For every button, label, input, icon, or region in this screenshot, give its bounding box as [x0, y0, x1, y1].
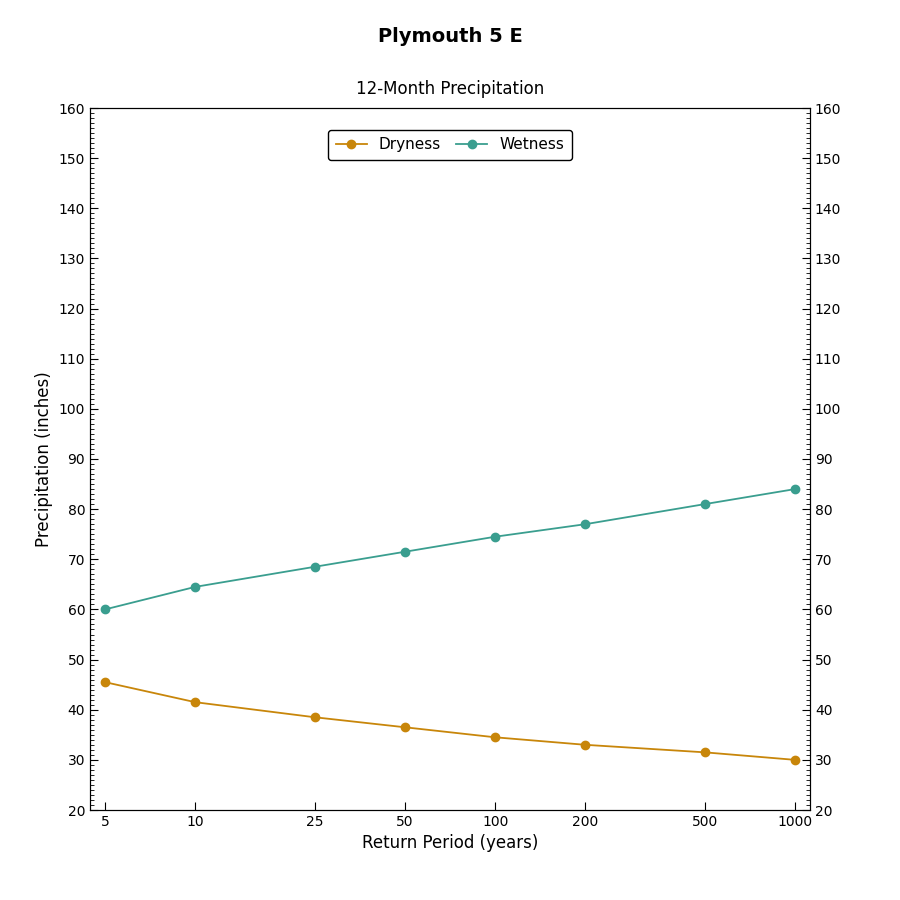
Dryness: [100, 677, 111, 688]
Dryness: [580, 740, 590, 751]
Text: Plymouth 5 E: Plymouth 5 E: [378, 27, 522, 46]
Wetness: [400, 546, 410, 557]
Dryness: [310, 712, 320, 723]
Wetness: [100, 604, 111, 615]
Dryness: [190, 697, 201, 707]
Dryness: [490, 732, 500, 742]
X-axis label: Return Period (years): Return Period (years): [362, 834, 538, 852]
Legend: Dryness, Wetness: Dryness, Wetness: [328, 130, 572, 160]
Wetness: [580, 518, 590, 529]
Dryness: [400, 722, 410, 733]
Dryness: [699, 747, 710, 758]
Line: Wetness: Wetness: [101, 485, 799, 614]
Wetness: [699, 499, 710, 509]
Wetness: [490, 531, 500, 542]
Title: 12-Month Precipitation: 12-Month Precipitation: [356, 80, 544, 98]
Wetness: [310, 562, 320, 572]
Line: Dryness: Dryness: [101, 678, 799, 764]
Dryness: [789, 754, 800, 765]
Wetness: [789, 483, 800, 494]
Y-axis label: Precipitation (inches): Precipitation (inches): [35, 371, 53, 547]
Wetness: [190, 581, 201, 592]
